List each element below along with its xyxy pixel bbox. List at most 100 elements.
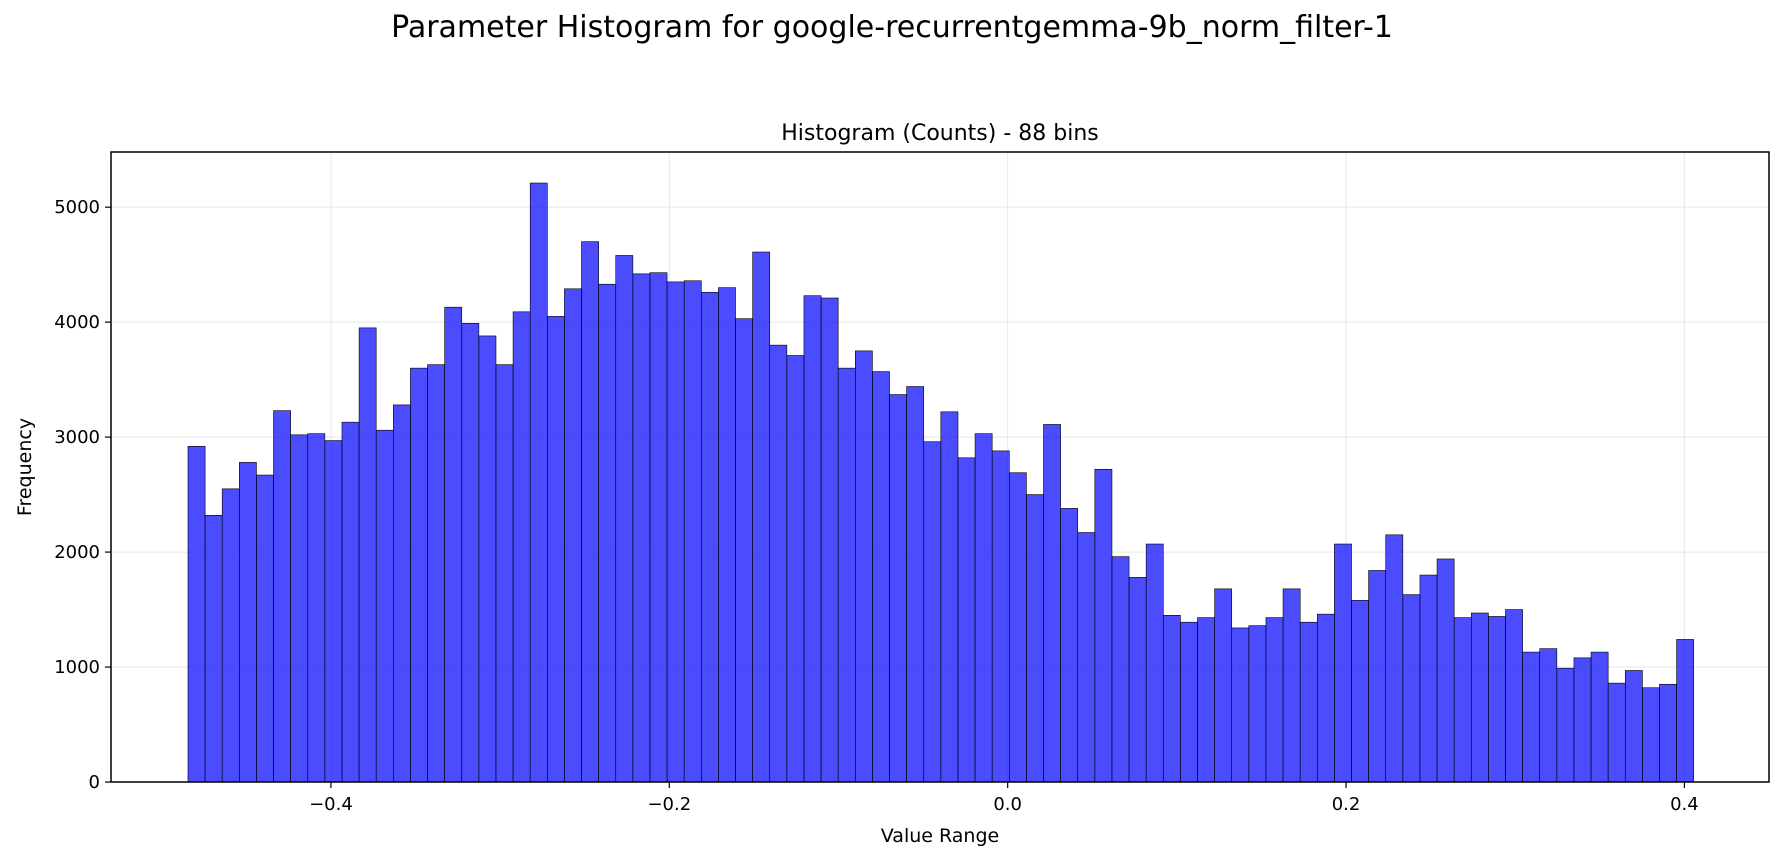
histogram-bar xyxy=(1590,651,1609,783)
histogram-bar xyxy=(204,514,223,783)
histogram-bar xyxy=(889,394,907,783)
histogram-bar xyxy=(1368,570,1387,783)
histogram-bar xyxy=(1334,543,1352,783)
x-tick-label: 0.4 xyxy=(1670,794,1699,815)
y-axis-label: Frequency xyxy=(14,418,36,516)
histogram-bar xyxy=(239,462,257,783)
histogram-bar xyxy=(803,295,822,783)
histogram-bar xyxy=(393,404,411,783)
histogram-bar xyxy=(1265,617,1284,783)
histogram-bar xyxy=(1060,508,1079,783)
histogram-bar xyxy=(1282,588,1301,783)
histogram-bar xyxy=(1556,667,1575,783)
histogram-bar xyxy=(1573,657,1592,783)
plot-title: Histogram (Counts) - 88 bins xyxy=(781,121,1098,146)
histogram-bar xyxy=(769,344,788,783)
histogram-bar xyxy=(581,241,599,783)
histogram-bar xyxy=(1128,577,1147,783)
histogram-bar xyxy=(1145,543,1164,783)
histogram-bar xyxy=(700,291,719,783)
histogram-bar xyxy=(256,474,274,783)
x-axis-label: Value Range xyxy=(881,825,999,847)
histogram-bars xyxy=(187,182,1695,783)
histogram-bar xyxy=(718,287,736,783)
histogram-bar xyxy=(666,281,685,783)
histogram-bar xyxy=(1453,617,1472,783)
histogram-bar xyxy=(1522,651,1541,783)
histogram-bar xyxy=(273,410,291,783)
histogram-bar xyxy=(1402,594,1421,783)
figure-title: Parameter Histogram for google-recurrent… xyxy=(391,10,1393,45)
histogram-bar xyxy=(974,433,993,783)
histogram-bar xyxy=(1488,616,1506,783)
histogram-bar xyxy=(1094,468,1113,783)
histogram-bar xyxy=(1624,670,1643,783)
histogram-bar xyxy=(1231,627,1250,783)
histogram-bar xyxy=(221,488,240,783)
histogram-bar xyxy=(752,251,771,783)
histogram-bar xyxy=(1607,682,1626,783)
histogram-bar xyxy=(1043,424,1061,783)
y-tick-label: 0 xyxy=(89,772,100,793)
x-tick-label: −0.4 xyxy=(309,794,353,815)
histogram-bar xyxy=(906,386,925,783)
histogram-bar xyxy=(615,255,634,783)
histogram-bar xyxy=(461,322,480,783)
histogram-bar xyxy=(991,450,1010,783)
y-tick-label: 5000 xyxy=(54,197,100,218)
histogram-bar xyxy=(957,457,976,783)
histogram-bar xyxy=(1162,615,1181,783)
histogram-bar xyxy=(1676,639,1695,783)
histogram-bar xyxy=(923,441,942,783)
histogram-bar xyxy=(1539,648,1558,783)
histogram-bar xyxy=(375,429,394,783)
histogram-bar xyxy=(529,182,548,783)
histogram-bar xyxy=(444,306,463,783)
histogram-bar xyxy=(1008,472,1027,783)
histogram-bar xyxy=(547,316,565,783)
axis-ticks: −0.4 −0.2 0.0 0.2 0.4 0 1000 2000 3000 4000 5000 xyxy=(54,197,1699,815)
histogram-bar xyxy=(649,272,668,783)
histogram-bar xyxy=(1470,612,1489,783)
y-tick-label: 3000 xyxy=(54,427,100,448)
histogram-bar xyxy=(854,350,873,783)
histogram-bar xyxy=(564,288,582,783)
histogram-bar xyxy=(837,367,856,783)
histogram-bar xyxy=(632,273,651,783)
histogram-bar xyxy=(1180,621,1198,783)
histogram-bar xyxy=(341,421,360,783)
histogram-bar xyxy=(1197,617,1215,783)
x-tick-label: 0.0 xyxy=(993,794,1022,815)
histogram-bar xyxy=(290,434,309,783)
histogram-bar xyxy=(512,311,531,783)
histogram-bar xyxy=(1419,574,1438,783)
histogram-bar xyxy=(495,364,514,783)
histogram-bar xyxy=(1026,494,1044,783)
histogram-bar xyxy=(478,335,497,783)
histogram-bar xyxy=(598,283,617,783)
histogram-bar xyxy=(1351,600,1369,783)
histogram-bar xyxy=(358,327,377,783)
histogram-bar xyxy=(324,440,343,783)
histogram-bar xyxy=(1436,558,1455,783)
x-tick-label: −0.2 xyxy=(647,794,691,815)
histogram-bar xyxy=(820,297,839,783)
histogram-bar xyxy=(683,280,702,783)
histogram-bar xyxy=(1659,683,1677,783)
histogram-bar xyxy=(735,318,753,783)
histogram-bar xyxy=(187,446,206,783)
histogram-bar xyxy=(410,367,428,783)
plot-frame xyxy=(110,151,1770,783)
x-tick-label: 0.2 xyxy=(1332,794,1361,815)
histogram-bar xyxy=(1214,588,1233,783)
histogram-bar xyxy=(872,371,890,783)
histogram-bar xyxy=(1505,609,1523,783)
histogram-bar xyxy=(1111,556,1130,783)
histogram-bar xyxy=(307,433,326,783)
histogram-bar xyxy=(1299,621,1318,783)
y-tick-label: 4000 xyxy=(54,312,100,333)
histogram-bar xyxy=(1077,532,1096,783)
histogram-bar xyxy=(427,364,445,783)
y-tick-label: 2000 xyxy=(54,542,100,563)
